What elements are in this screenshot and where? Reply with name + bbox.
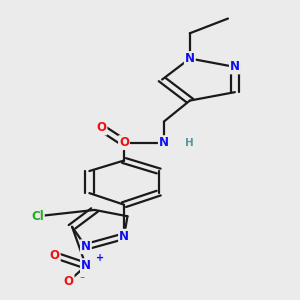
Text: N: N	[119, 230, 129, 243]
Text: Cl: Cl	[31, 210, 44, 223]
Text: O: O	[119, 136, 129, 149]
Text: H: H	[185, 138, 194, 148]
Text: O: O	[97, 122, 106, 134]
Text: N: N	[81, 259, 91, 272]
Text: N: N	[185, 52, 195, 65]
Text: N: N	[81, 240, 91, 253]
Text: O: O	[50, 249, 60, 262]
Text: ⁻: ⁻	[79, 276, 84, 286]
Text: N: N	[230, 60, 240, 74]
Text: +: +	[96, 254, 104, 263]
Text: O: O	[64, 275, 74, 288]
Text: N: N	[159, 136, 169, 149]
